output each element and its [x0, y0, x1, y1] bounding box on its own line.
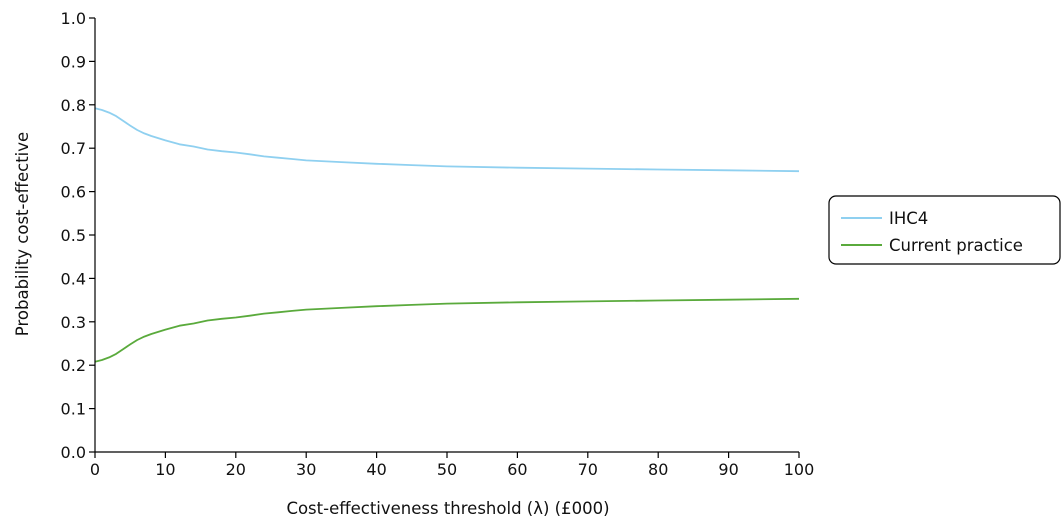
- x-axis-title: Cost-effectiveness threshold (λ) (£000): [286, 499, 609, 518]
- y-tick-label: 0.6: [61, 183, 86, 202]
- y-tick-label: 0.8: [61, 96, 86, 115]
- x-tick-label: 50: [437, 460, 457, 479]
- y-tick-label: 1.0: [61, 9, 86, 28]
- y-tick-label: 0.0: [61, 443, 86, 462]
- x-tick-label: 20: [226, 460, 246, 479]
- y-tick-label: 0.2: [61, 356, 86, 375]
- y-tick-label: 0.4: [61, 269, 86, 288]
- legend-box: [828, 195, 1061, 265]
- x-tick-label: 30: [296, 460, 316, 479]
- legend-label-ihc4: IHC4: [889, 209, 928, 228]
- series-line-ihc4: [94, 107, 800, 173]
- y-tick-label: 0.5: [61, 226, 86, 245]
- x-tick-label: 0: [90, 460, 100, 479]
- y-tick-label: 0.7: [61, 139, 86, 158]
- legend: IHC4 Current practice: [828, 195, 1061, 265]
- y-tick-label: 0.1: [61, 400, 86, 419]
- plot-area: [94, 107, 800, 363]
- x-tick-label: 80: [648, 460, 668, 479]
- x-tick-label: 40: [366, 460, 386, 479]
- y-axis-title: Probability cost-effective: [13, 132, 32, 336]
- x-tick-label: 100: [784, 460, 815, 479]
- x-tick-label: 70: [578, 460, 598, 479]
- x-tick-label: 10: [155, 460, 175, 479]
- y-tick-label: 0.3: [61, 313, 86, 332]
- x-tick-label: 60: [507, 460, 527, 479]
- legend-label-current-practice: Current practice: [889, 236, 1023, 255]
- x-tick-label: 90: [718, 460, 738, 479]
- series-line-current-practice: [94, 297, 800, 363]
- axes: 0.0 0.1 0.2 0.3 0.4 0.5 0.6 0.7 0.8 0.9 1.0 0 10 20 30…: [61, 9, 815, 479]
- y-tick-label: 0.9: [61, 52, 86, 71]
